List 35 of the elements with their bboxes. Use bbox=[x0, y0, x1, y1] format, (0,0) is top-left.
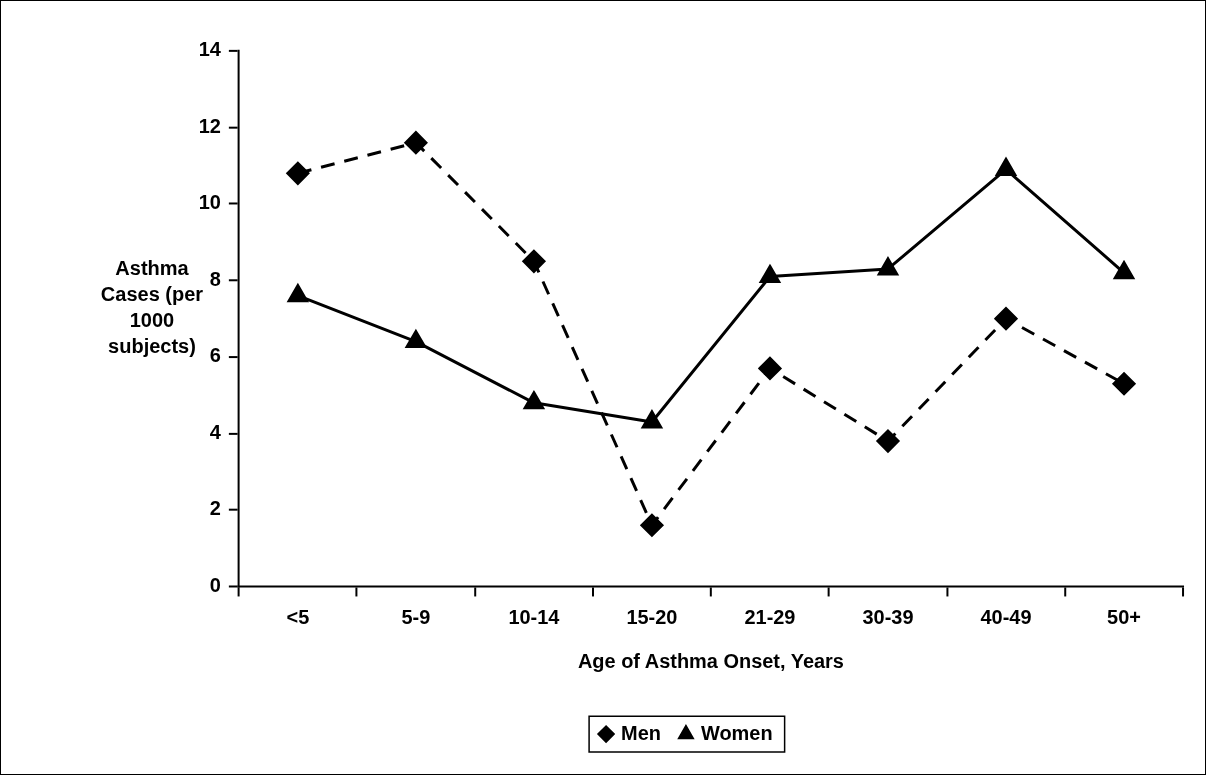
y-tick-label: 0 bbox=[209, 573, 221, 596]
x-axis-title: Age of Asthma Onset, Years bbox=[577, 649, 844, 672]
y-tick-label: 12 bbox=[198, 114, 221, 137]
point bbox=[994, 307, 1018, 331]
point bbox=[522, 249, 546, 273]
point bbox=[877, 257, 899, 276]
point bbox=[995, 158, 1017, 176]
point bbox=[640, 513, 664, 537]
legend-label: Women bbox=[700, 721, 773, 744]
point bbox=[286, 161, 310, 185]
y-tick-label: 6 bbox=[209, 344, 221, 367]
y-tick-label: 10 bbox=[198, 191, 221, 214]
legend-label: Men bbox=[621, 721, 661, 744]
y-tick-label: 8 bbox=[209, 267, 221, 290]
point bbox=[523, 391, 545, 410]
point bbox=[641, 410, 663, 429]
x-tick-label: 15-20 bbox=[626, 605, 678, 628]
point bbox=[876, 429, 900, 453]
y-axis-title: Asthma Cases (per 1000 subjects) bbox=[99, 256, 205, 359]
y-tick-label: 14 bbox=[198, 38, 221, 61]
point bbox=[405, 330, 427, 349]
x-tick-label: 5-9 bbox=[401, 605, 431, 628]
y-tick-label: 4 bbox=[209, 420, 221, 443]
point bbox=[287, 284, 309, 303]
point bbox=[1112, 372, 1136, 396]
x-tick-label: 21-29 bbox=[744, 605, 796, 628]
point bbox=[759, 265, 781, 284]
point bbox=[1113, 261, 1135, 280]
x-tick-label: 30-39 bbox=[862, 605, 914, 628]
x-tick-label: 40-49 bbox=[980, 605, 1032, 628]
x-tick-label: 50+ bbox=[1107, 605, 1141, 628]
x-tick-label: <5 bbox=[286, 605, 310, 628]
point bbox=[758, 356, 782, 380]
x-tick-label: 10-14 bbox=[508, 605, 560, 628]
y-tick-label: 2 bbox=[209, 497, 221, 520]
